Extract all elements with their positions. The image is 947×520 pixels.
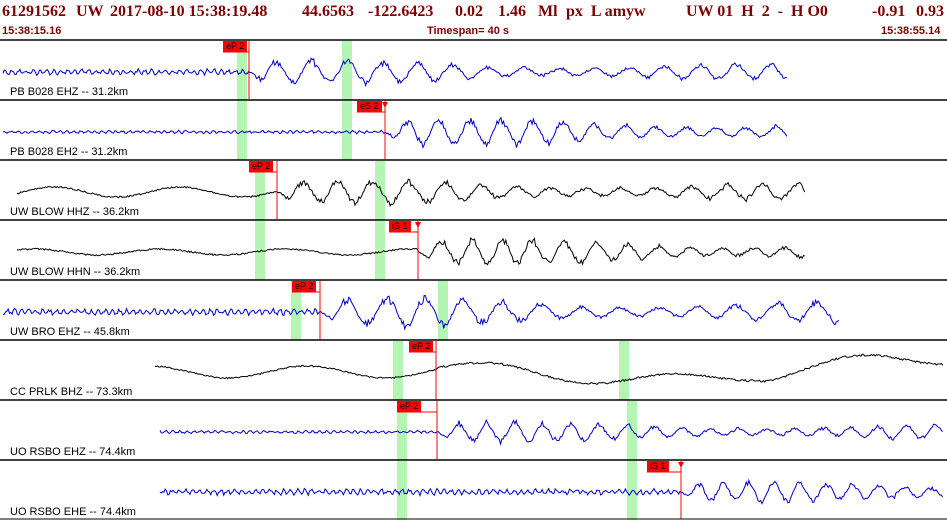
- trace-label: UW BLOW HHZ -- 36.2km: [10, 206, 139, 218]
- trace-label: UO RSBO EHZ -- 74.4km: [10, 446, 136, 458]
- event-id: 61291562: [2, 3, 66, 20]
- event-network: UW: [76, 3, 104, 20]
- waveform-trace: [159, 418, 943, 447]
- latitude: 44.6563: [302, 3, 354, 20]
- event-header: 61291562 UW 2017-08-10 15:38:19.48 44.65…: [0, 0, 947, 40]
- pick-flag[interactable]: eS 2: [357, 101, 382, 112]
- pick-flag[interactable]: eP 2: [292, 281, 317, 292]
- longitude: -122.6423: [368, 3, 434, 20]
- magnitude-type: Ml: [538, 3, 558, 20]
- phase-marker-bar: [619, 341, 629, 400]
- pick-arrow-icon: [415, 222, 421, 228]
- depth: 0.02: [455, 3, 483, 20]
- phase-marker-bar: [375, 161, 385, 220]
- pick-flag[interactable]: eP 2: [397, 401, 422, 412]
- waveform-trace: [154, 353, 944, 386]
- phase-marker-bar: [237, 101, 247, 160]
- waveform-trace: [159, 478, 944, 505]
- trace-label: UW BRO EHZ -- 45.8km: [10, 326, 130, 338]
- phase-marker-bar: [393, 341, 403, 400]
- trace-label: UW BLOW HHN -- 36.2km: [10, 266, 141, 278]
- pick-flag[interactable]: eP 2: [409, 341, 434, 352]
- phase-marker-bar: [255, 221, 265, 280]
- phase-marker-bar: [397, 401, 407, 460]
- trace-label: UO RSBO EHE -- 74.4km: [10, 506, 136, 518]
- window-end-time: 15:38:55.14: [881, 25, 941, 37]
- pick-flag[interactable]: eP 2: [249, 161, 274, 172]
- solution-info: UW 01 H 2 - H O0: [686, 3, 828, 20]
- window-start-time: 15:38:15.16: [2, 25, 62, 37]
- pick-flag[interactable]: iS 1: [647, 461, 669, 472]
- phase-marker-bar: [255, 161, 265, 220]
- pick-arrow-icon: [382, 102, 388, 108]
- phase-marker-bar: [438, 281, 448, 340]
- waveform-trace: [16, 236, 806, 267]
- pick-flag[interactable]: eP 2: [223, 41, 248, 52]
- magnitude: 1.46: [498, 3, 526, 20]
- trace-label: PB B028 EH2 -- 31.2km: [10, 146, 128, 158]
- waveform-trace: [2, 294, 840, 331]
- waveform-trace: [2, 116, 788, 150]
- solution-flags: px L amyw: [566, 3, 646, 20]
- phase-marker-bar: [375, 221, 385, 280]
- timespan-label: Timespan= 40 s: [427, 25, 510, 37]
- phase-marker-bar: [342, 41, 352, 100]
- waveform-trace: [16, 178, 806, 208]
- origin-time: 2017-08-10 15:38:19.48: [110, 3, 268, 20]
- extra-value-2: 0.93: [916, 3, 944, 20]
- trace-label: CC PRLK BHZ -- 73.3km: [10, 386, 133, 398]
- trace-label: PB B028 EHZ -- 31.2km: [10, 86, 128, 98]
- pick-arrow-icon: [678, 462, 684, 468]
- pick-flag[interactable]: iS 1: [389, 221, 411, 232]
- extra-value-1: -0.91: [872, 3, 906, 20]
- event-summary-line: 61291562 UW 2017-08-10 15:38:19.48 44.65…: [0, 0, 947, 24]
- phase-marker-bar: [342, 101, 352, 160]
- waveform-trace: [2, 57, 788, 87]
